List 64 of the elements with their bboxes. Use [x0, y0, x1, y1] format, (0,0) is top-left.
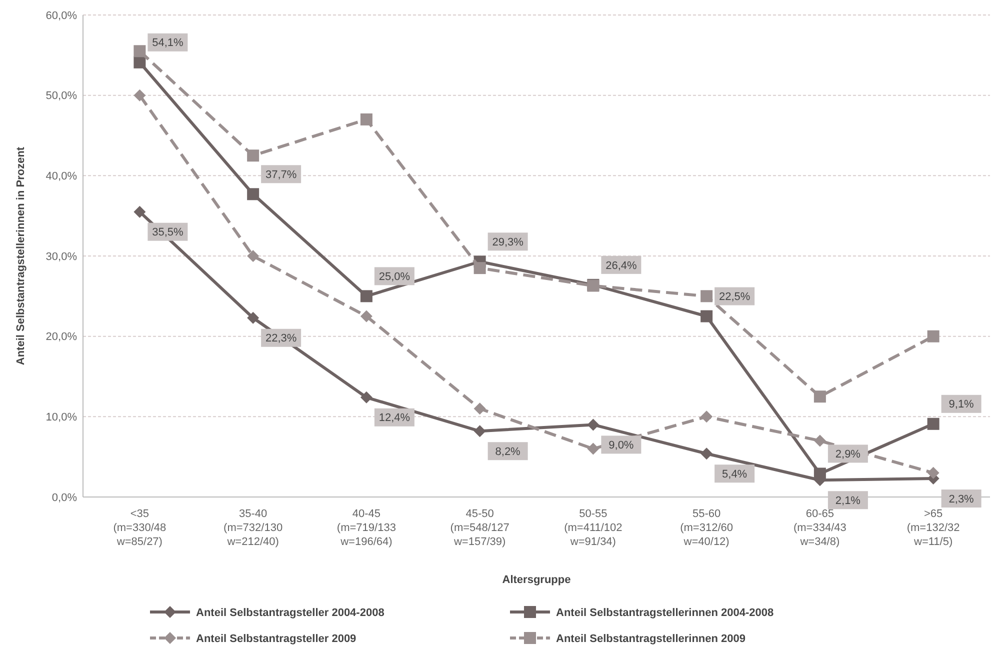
point — [474, 262, 486, 274]
x-tick-label: 55-60 (m=312/60 w=40/12) — [680, 508, 734, 548]
data-label: 8,2% — [495, 446, 521, 458]
y-tick-label: 10,0% — [46, 412, 78, 424]
point — [587, 442, 600, 455]
point — [247, 312, 260, 324]
x-tick-label: <35 (m=330/48 w=85/27) — [113, 508, 166, 548]
x-tick-label: 35-40 (m=732/130 w=212/40) — [224, 508, 283, 548]
x-tick-label: 50-55 (m=411/102 w=91/34) — [564, 508, 622, 548]
point — [700, 290, 713, 302]
legend-label: Anteil Selbstantragsteller 2004-2008 — [196, 606, 384, 619]
data-label: 29,3% — [492, 236, 524, 248]
point — [587, 418, 600, 431]
point — [134, 45, 146, 58]
data-label: 26,4% — [606, 260, 637, 272]
legend-label: Anteil Selbstantragsteller 2009 — [196, 632, 356, 645]
data-label: 2,3% — [948, 493, 974, 506]
x-tick-label: 40-45 (m=719/133 w=196/64) — [336, 508, 396, 548]
point — [360, 310, 372, 322]
x-tick-label: 60-65 (m=334/43 w=34/8) — [793, 508, 846, 548]
point — [360, 113, 372, 126]
point — [814, 468, 826, 480]
x-tick-label: 45-50 (m=548/127 w=157/39) — [450, 508, 510, 548]
point — [927, 330, 940, 342]
y-tick-label: 0,0% — [52, 492, 78, 504]
data-label: 9,0% — [608, 440, 634, 452]
y-tick-label: 30,0% — [46, 250, 78, 263]
point — [927, 418, 940, 430]
data-label: 2,1% — [835, 494, 861, 507]
legend-label: Anteil Selbstantragstellerinnen 2004-2008 — [556, 606, 774, 619]
point — [134, 206, 146, 218]
data-label: 54,1% — [152, 37, 184, 50]
point — [247, 188, 260, 200]
point — [814, 390, 826, 403]
y-tick-label: 60,0% — [46, 10, 78, 22]
x-axis-title: Altersgruppe — [502, 574, 571, 586]
data-label: 35,5% — [152, 226, 184, 239]
x-tick-label: >65 (m=132/32 w=11/5) — [906, 508, 960, 548]
point — [474, 425, 486, 438]
y-tick-label: 20,0% — [46, 331, 78, 344]
point — [134, 56, 146, 68]
y-axis-title: Anteil Selbstantragstellerinnen in Prozent — [15, 146, 27, 366]
y-tick-label: 50,0% — [46, 90, 78, 102]
data-label: 12,4% — [378, 412, 410, 424]
data-label: 25,0% — [378, 271, 410, 284]
point — [700, 310, 713, 322]
data-label: 9,1% — [948, 398, 974, 411]
data-label: 2,9% — [835, 448, 861, 461]
data-label: 22,5% — [718, 291, 750, 304]
point — [700, 410, 713, 423]
point — [700, 448, 713, 460]
point — [360, 290, 372, 302]
point — [814, 434, 826, 447]
point — [247, 150, 260, 162]
point — [247, 250, 260, 262]
legend-label: Anteil Selbstantragstellerinnen 2009 — [556, 632, 746, 645]
data-label: 5,4% — [722, 468, 748, 480]
data-label: 22,3% — [265, 332, 297, 345]
point — [134, 89, 146, 102]
point — [927, 466, 940, 479]
y-tick-label: 40,0% — [46, 170, 78, 183]
point — [360, 391, 372, 404]
point — [474, 402, 486, 415]
data-label: 37,7% — [265, 168, 297, 181]
